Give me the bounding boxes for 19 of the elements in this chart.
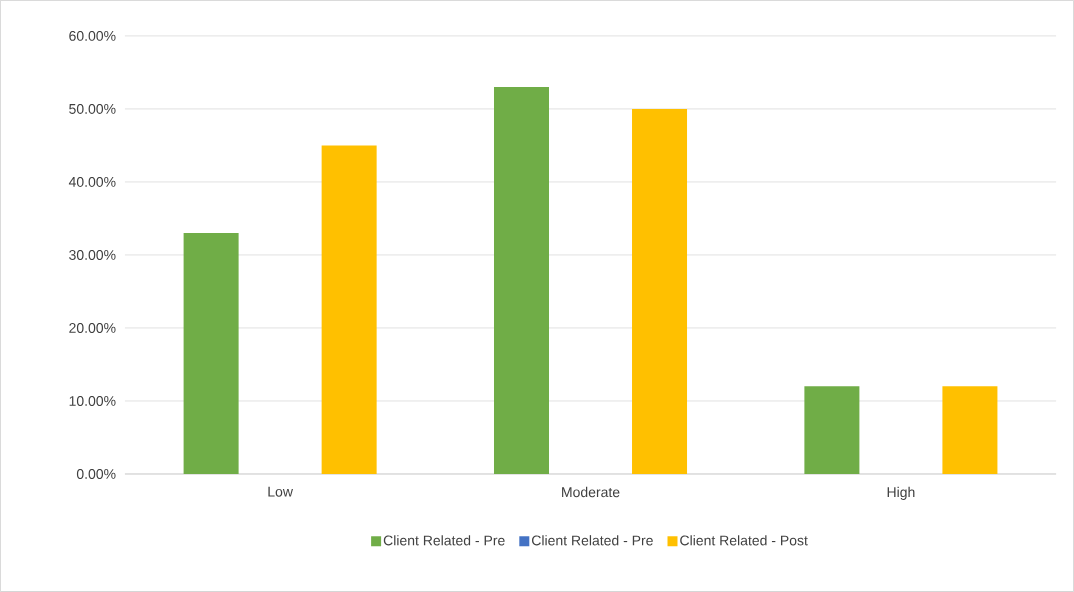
bar [183,233,239,475]
bar [632,108,688,475]
bar [321,145,377,475]
y-tick-label: 10.00% [69,396,116,406]
legend-label: Client Related - Pre [532,535,653,546]
x-tick-label: Low [268,486,293,497]
bar [942,386,998,475]
y-tick-label: 40.00% [68,177,116,187]
legend-label: Client Related - Post [680,535,808,546]
x-tick-label: High [887,486,915,500]
y-tick-label: 20.00% [69,323,116,333]
y-tick-label: 30.00% [69,250,116,260]
x-tick-label: Moderate [562,486,620,498]
y-tick-label: 60.00% [69,30,116,41]
bar [804,386,860,475]
bar [494,87,550,475]
y-tick-label: 50.00% [69,104,116,114]
legend-label: Client Related - Pre [383,535,505,546]
y-tick-label: 0.00% [76,469,116,479]
